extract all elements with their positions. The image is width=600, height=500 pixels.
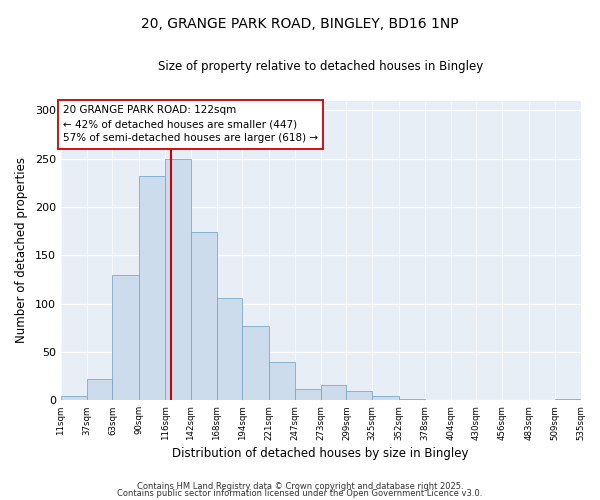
Bar <box>321 385 346 400</box>
Title: Size of property relative to detached houses in Bingley: Size of property relative to detached ho… <box>158 60 484 73</box>
Bar <box>372 396 399 400</box>
Text: 20 GRANGE PARK ROAD: 122sqm
← 42% of detached houses are smaller (447)
57% of se: 20 GRANGE PARK ROAD: 122sqm ← 42% of det… <box>63 106 318 144</box>
X-axis label: Distribution of detached houses by size in Bingley: Distribution of detached houses by size … <box>172 447 469 460</box>
Bar <box>346 390 372 400</box>
Bar <box>61 396 87 400</box>
Bar <box>295 388 321 400</box>
Bar <box>242 326 269 400</box>
Bar <box>112 274 139 400</box>
Text: Contains HM Land Registry data © Crown copyright and database right 2025.: Contains HM Land Registry data © Crown c… <box>137 482 463 491</box>
Text: Contains public sector information licensed under the Open Government Licence v3: Contains public sector information licen… <box>118 488 482 498</box>
Bar <box>217 298 242 400</box>
Bar <box>87 379 112 400</box>
Bar <box>139 176 165 400</box>
Bar <box>165 158 191 400</box>
Bar <box>191 232 217 400</box>
Bar <box>269 362 295 401</box>
Text: 20, GRANGE PARK ROAD, BINGLEY, BD16 1NP: 20, GRANGE PARK ROAD, BINGLEY, BD16 1NP <box>141 18 459 32</box>
Y-axis label: Number of detached properties: Number of detached properties <box>15 158 28 344</box>
